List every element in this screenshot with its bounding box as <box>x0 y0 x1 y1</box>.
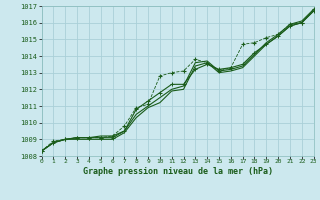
X-axis label: Graphe pression niveau de la mer (hPa): Graphe pression niveau de la mer (hPa) <box>83 167 273 176</box>
